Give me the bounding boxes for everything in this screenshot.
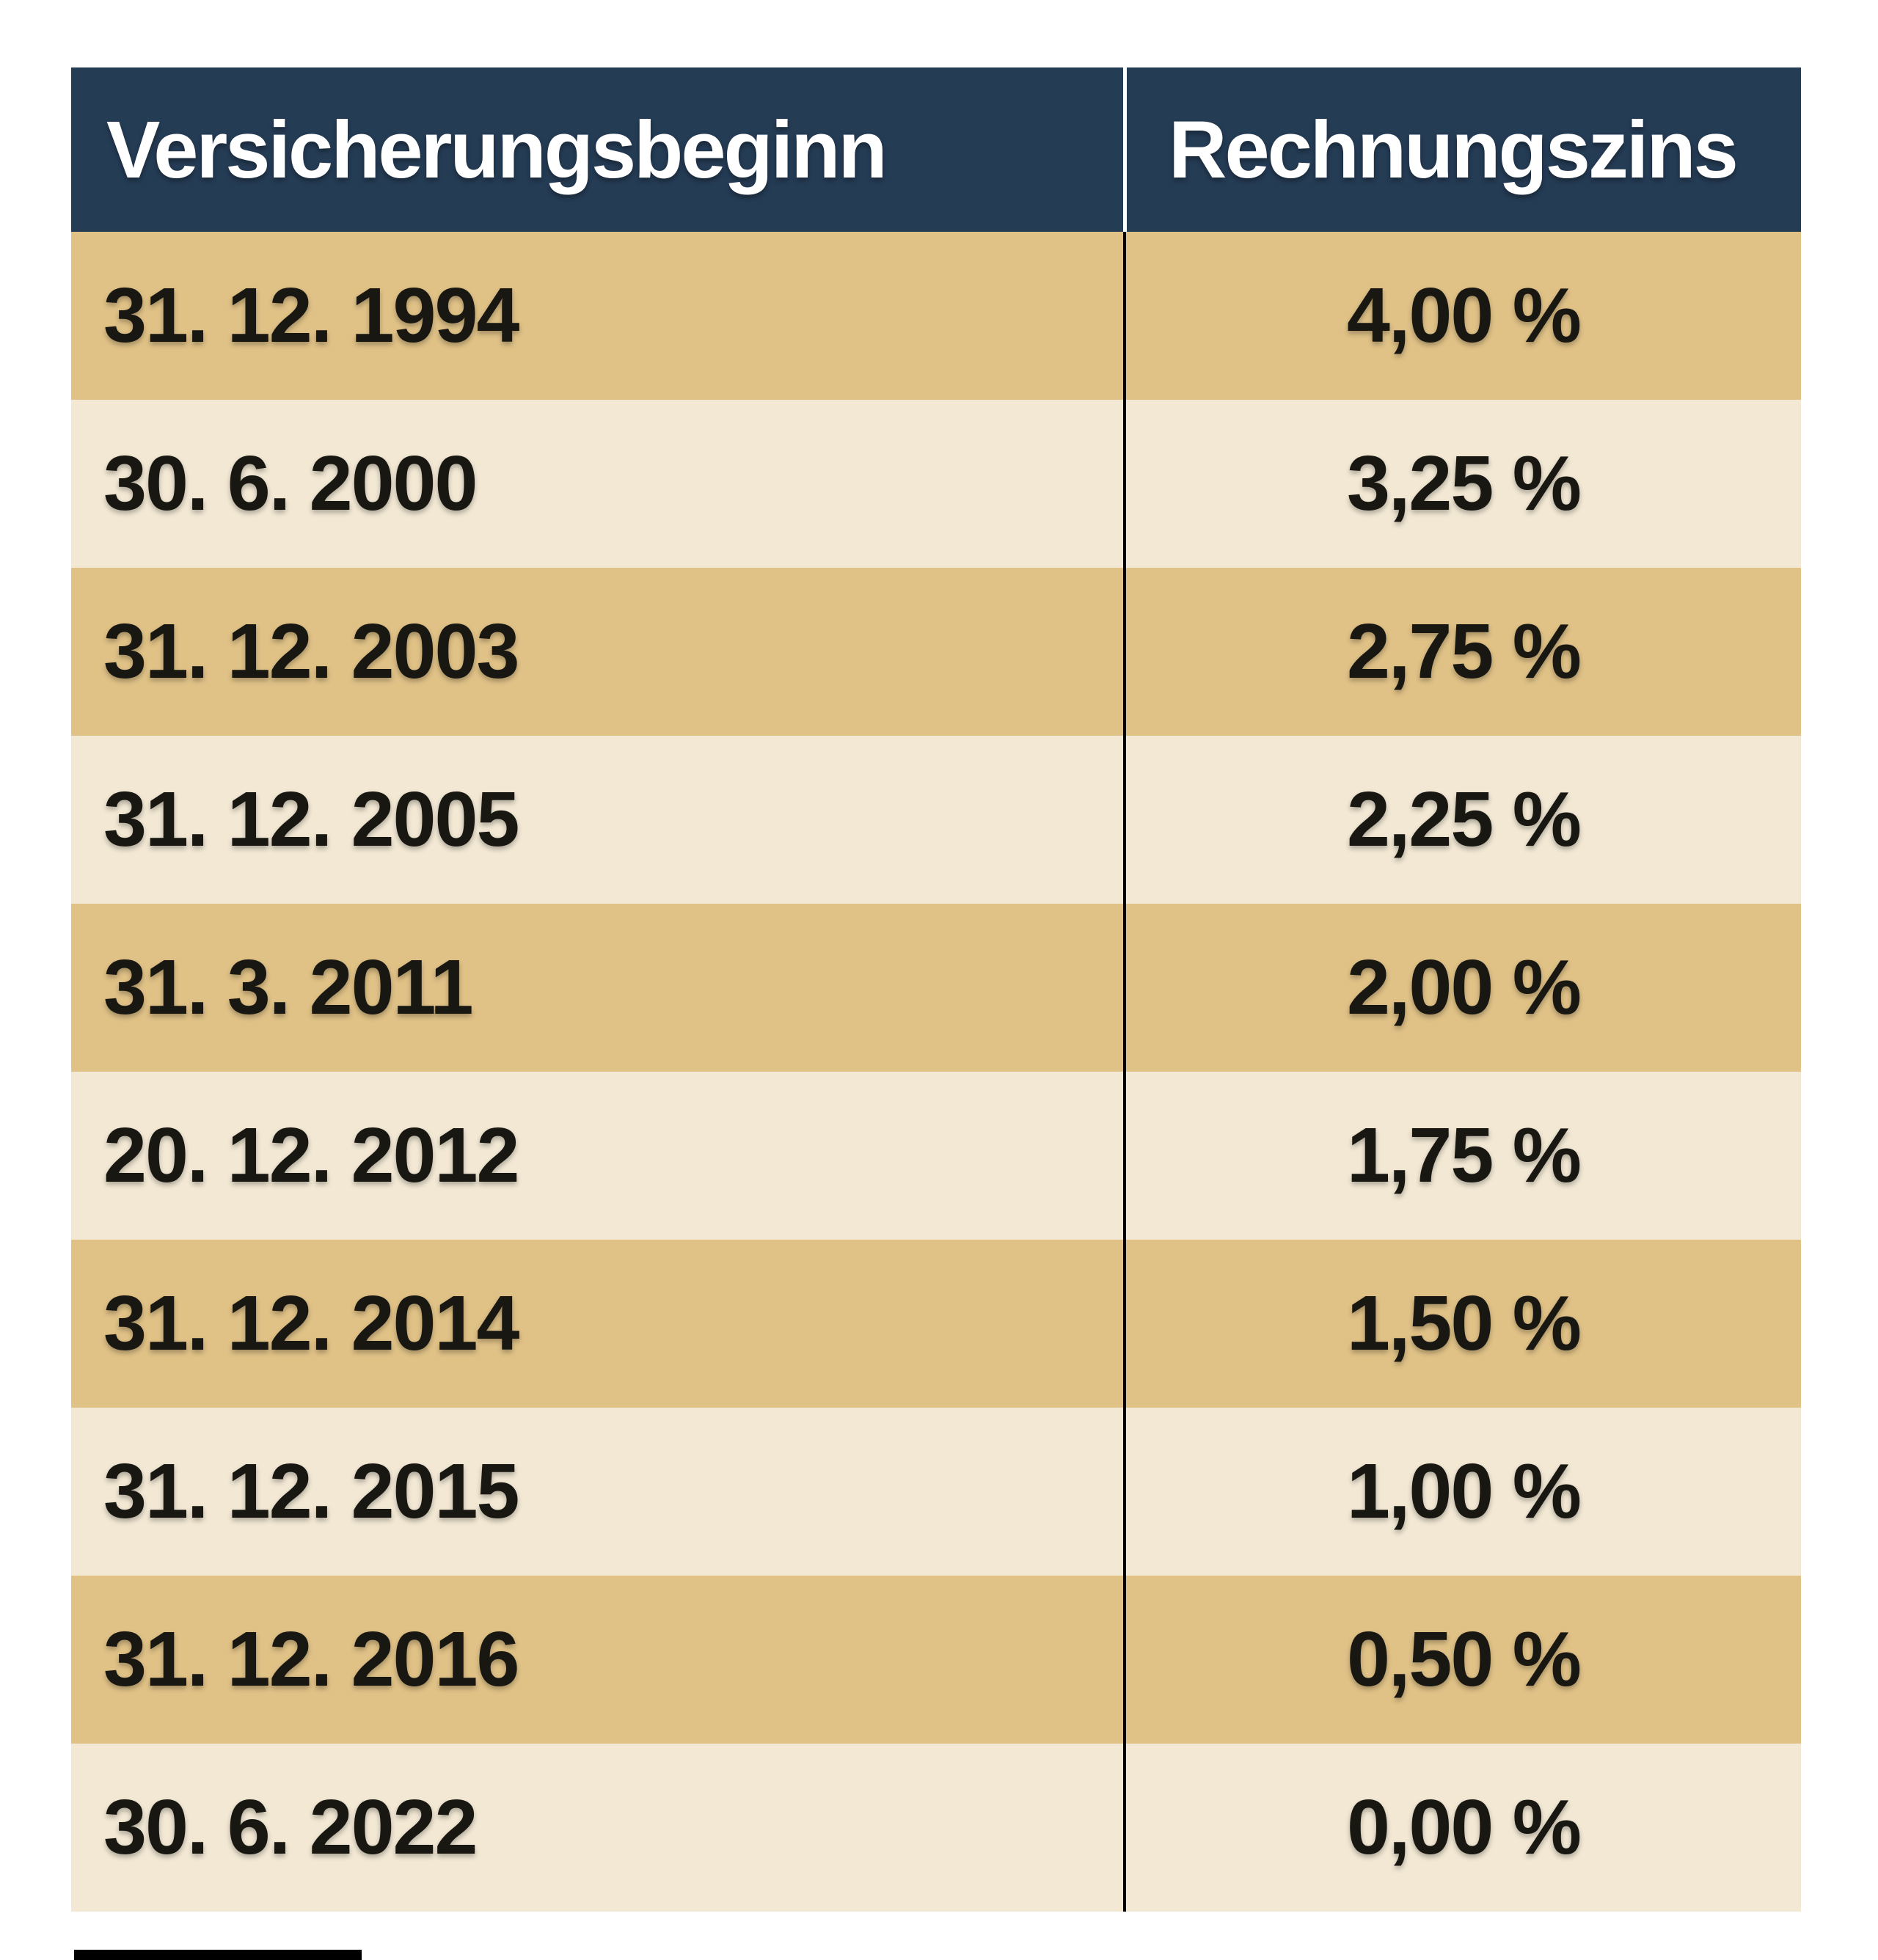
row-rate: 2,75 %: [1123, 568, 1801, 736]
table-row: 30. 6. 2022 0,00 %: [71, 1744, 1801, 1912]
row-rate: 0,50 %: [1123, 1576, 1801, 1744]
row-date: 31. 12. 1994: [103, 272, 519, 359]
row-rate: 2,00 %: [1123, 904, 1801, 1072]
row-date: 20. 12. 2012: [103, 1112, 519, 1199]
table-row: 31. 12. 2016 0,50 %: [71, 1576, 1801, 1744]
row-rate: 1,75 %: [1123, 1072, 1801, 1240]
row-rate: 4,00 %: [1123, 232, 1801, 400]
table-row: 30. 6. 2000 3,25 %: [71, 400, 1801, 568]
row-date: 31. 12. 2016: [103, 1616, 519, 1703]
table-row: 31. 3. 2011 2,00 %: [71, 904, 1801, 1072]
table-row: 31. 12. 2003 2,75 %: [71, 568, 1801, 736]
row-rate: 3,25 %: [1123, 400, 1801, 568]
row-rate: 1,50 %: [1123, 1240, 1801, 1408]
row-date: 31. 12. 2003: [103, 608, 519, 695]
row-rate: 1,00 %: [1123, 1408, 1801, 1576]
header-rechnungszins: Rechnungszins: [1123, 67, 1801, 232]
row-date: 31. 12. 2014: [103, 1280, 519, 1367]
interest-rate-table: Versicherungsbeginn Rechnungszins 31. 12…: [71, 67, 1801, 1912]
row-date: 31. 3. 2011: [103, 944, 474, 1031]
table-row: 31. 12. 2005 2,25 %: [71, 736, 1801, 904]
table-body: 31. 12. 1994 4,00 % 30. 6. 2000 3,25 % 3…: [71, 232, 1801, 1912]
row-date: 30. 6. 2022: [103, 1784, 478, 1871]
table-row: 31. 12. 2014 1,50 %: [71, 1240, 1801, 1408]
row-date: 31. 12. 2005: [103, 776, 519, 863]
table-row: 20. 12. 2012 1,75 %: [71, 1072, 1801, 1240]
footer-bar: [74, 1950, 362, 1960]
row-date: 30. 6. 2000: [103, 440, 478, 527]
table-header-row: Versicherungsbeginn Rechnungszins: [71, 67, 1801, 232]
table-row: 31. 12. 2015 1,00 %: [71, 1408, 1801, 1576]
row-rate: 0,00 %: [1123, 1744, 1801, 1912]
row-date: 31. 12. 2015: [103, 1448, 519, 1535]
header-versicherungsbeginn: Versicherungsbeginn: [106, 104, 888, 195]
table-row: 31. 12. 1994 4,00 %: [71, 232, 1801, 400]
row-rate: 2,25 %: [1123, 736, 1801, 904]
